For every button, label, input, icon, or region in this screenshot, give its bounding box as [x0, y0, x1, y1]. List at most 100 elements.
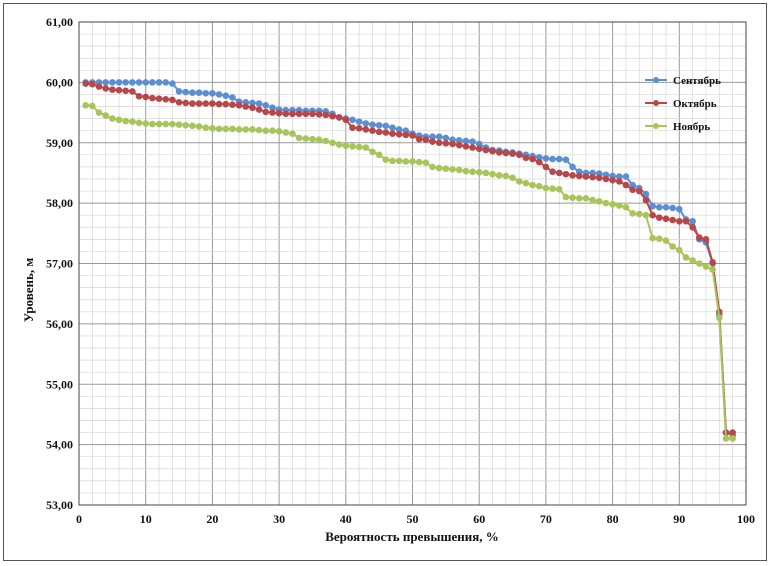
y-tick-label: 57,00 — [46, 257, 73, 271]
data-point — [95, 109, 103, 116]
y-axis: 53,00 54,00 55,00 56,00 57,00 58,00 59,00 60,00… — [46, 15, 73, 512]
legend-marker — [653, 77, 659, 83]
data-point — [662, 204, 670, 211]
data-point — [442, 165, 450, 173]
data-point — [375, 121, 383, 129]
data-point — [255, 100, 263, 107]
data-point — [449, 140, 456, 148]
data-point — [422, 136, 430, 144]
data-point — [442, 134, 450, 142]
data-point — [162, 120, 170, 128]
data-point — [182, 121, 190, 129]
data-point — [262, 102, 270, 109]
x-tick-label: 10 — [140, 512, 152, 526]
plot-area-border — [78, 21, 747, 506]
data-point — [655, 235, 663, 243]
data-point — [82, 80, 89, 87]
data-point — [522, 154, 530, 162]
data-point — [229, 125, 236, 133]
data-point — [562, 156, 570, 163]
data-point — [115, 116, 123, 124]
data-point — [562, 170, 570, 178]
y-tick-label: 56,00 — [46, 317, 73, 331]
data-point — [142, 120, 149, 127]
data-point — [109, 115, 116, 122]
data-point — [415, 135, 423, 143]
data-point — [635, 210, 643, 218]
data-point — [362, 120, 370, 127]
data-point — [382, 156, 390, 163]
data-point — [255, 126, 263, 134]
data-point — [595, 198, 603, 205]
data-point — [542, 155, 550, 162]
data-point — [382, 129, 390, 136]
data-point — [709, 258, 716, 266]
legend: Сентябрь Октябрь Ноябрь — [645, 75, 721, 133]
data-point — [102, 85, 109, 92]
data-point — [655, 204, 663, 211]
data-point — [389, 157, 396, 165]
data-point — [696, 260, 703, 267]
data-point — [175, 121, 183, 128]
data-point — [335, 141, 343, 148]
data-point — [175, 88, 183, 95]
data-point — [462, 137, 470, 145]
data-point — [595, 174, 603, 182]
data-point — [402, 131, 410, 139]
data-point — [89, 80, 96, 88]
data-point — [549, 168, 556, 176]
data-point — [522, 179, 530, 187]
data-point — [349, 143, 356, 150]
data-point — [449, 166, 456, 173]
data-point — [82, 102, 89, 109]
data-point — [662, 215, 670, 223]
data-point — [355, 143, 363, 151]
data-point — [409, 158, 416, 165]
data-point — [462, 143, 470, 150]
data-point — [142, 79, 149, 86]
data-point — [642, 211, 650, 219]
x-tick-label: 60 — [473, 512, 485, 526]
legend-marker — [653, 100, 659, 106]
data-point — [169, 96, 176, 104]
data-point — [249, 126, 256, 133]
data-point — [162, 95, 170, 103]
data-point — [535, 182, 543, 190]
data-point — [569, 172, 576, 179]
data-point — [469, 138, 476, 145]
data-point — [455, 166, 463, 174]
data-point — [109, 79, 116, 86]
data-point — [169, 80, 176, 87]
y-tick-label: 61,00 — [46, 15, 73, 29]
data-point — [622, 204, 630, 211]
x-tick-label: 40 — [340, 512, 352, 526]
data-point — [182, 99, 190, 107]
data-point — [582, 173, 590, 180]
data-point — [442, 140, 450, 147]
data-point — [669, 204, 676, 212]
data-point — [649, 202, 656, 210]
data-point — [429, 138, 436, 145]
data-point — [302, 110, 310, 118]
data-point — [669, 216, 676, 224]
data-point — [415, 158, 423, 166]
data-point — [149, 94, 156, 102]
data-point — [149, 79, 156, 86]
data-point — [209, 89, 216, 97]
data-point — [242, 103, 250, 110]
data-point — [555, 155, 563, 163]
data-point — [122, 79, 129, 86]
y-tick-label: 53,00 — [46, 498, 73, 512]
x-tick-label: 0 — [76, 512, 82, 526]
data-point — [109, 86, 116, 93]
data-point — [389, 130, 396, 137]
y-tick-label: 54,00 — [46, 438, 73, 452]
data-point — [315, 111, 323, 118]
data-point — [95, 83, 103, 90]
data-point — [275, 127, 283, 135]
data-point — [155, 79, 163, 86]
y-tick-label: 55,00 — [46, 377, 73, 391]
data-point — [469, 144, 476, 151]
x-tick-label: 90 — [673, 512, 685, 526]
